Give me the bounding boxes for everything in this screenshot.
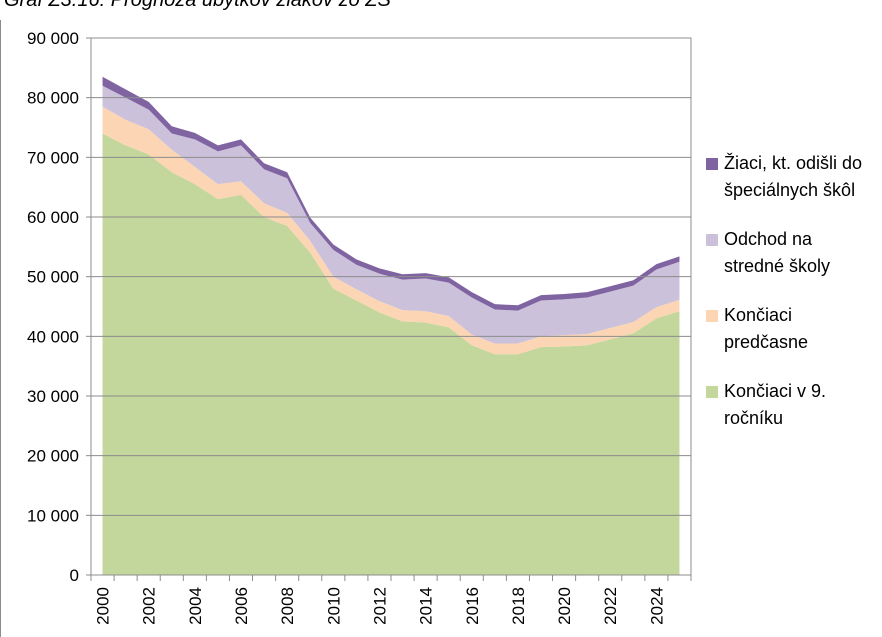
legend: Žiaci, kt. odišli do špeciálnych škôl Odc… xyxy=(706,150,876,454)
x-tick-label: 2008 xyxy=(278,587,297,625)
y-tick-label: 30 000 xyxy=(27,387,79,406)
y-tick-label: 20 000 xyxy=(27,447,79,466)
x-tick-label: 2020 xyxy=(555,587,574,625)
area xyxy=(102,76,680,311)
y-tick-label: 10 000 xyxy=(27,506,79,525)
x-tick-label: 2004 xyxy=(186,587,205,625)
legend-label: Žiaci, kt. odišli do špeciálnych škôl xyxy=(724,153,863,200)
y-tick-label: 60 000 xyxy=(27,208,79,227)
x-tick-label: 2014 xyxy=(417,587,436,625)
y-tick-label: 80 000 xyxy=(27,89,79,108)
chart-title: Graf Z3.16: Prognóza úbytkov žiakov zo Z… xyxy=(4,0,392,11)
x-tick-label: 2012 xyxy=(370,587,389,625)
legend-item: Končiaci predčasne xyxy=(706,302,876,356)
legend-swatch xyxy=(706,310,718,322)
x-tick-label: 2024 xyxy=(647,587,666,625)
legend-label: Odchod na stredné školy xyxy=(724,229,831,276)
x-tick-label: 2006 xyxy=(232,587,251,625)
legend-swatch xyxy=(706,386,718,398)
legend-label: Končiaci predčasne xyxy=(724,305,809,352)
y-tick-label: 70 000 xyxy=(27,148,79,167)
x-tick-label: 2002 xyxy=(140,587,159,625)
x-tick-label: 2016 xyxy=(463,587,482,625)
legend-item: Odchod na stredné školy xyxy=(706,226,876,280)
y-tick-label: 50 000 xyxy=(27,268,79,287)
x-tick-label: 2000 xyxy=(94,587,113,625)
legend-label: Končiaci v 9. ročníku xyxy=(724,381,827,428)
y-tick-label: 90 000 xyxy=(27,29,79,48)
x-tick-label: 2018 xyxy=(509,587,528,625)
y-tick-label: 0 xyxy=(70,566,79,585)
legend-swatch xyxy=(706,234,718,246)
y-tick-label: 40 000 xyxy=(27,327,79,346)
area xyxy=(102,133,680,575)
x-tick-label: 2010 xyxy=(324,587,343,625)
legend-item: Žiaci, kt. odišli do špeciálnych škôl xyxy=(706,150,876,204)
area xyxy=(102,106,680,355)
legend-swatch xyxy=(706,158,718,170)
legend-item: Končiaci v 9. ročníku xyxy=(706,378,876,432)
area xyxy=(102,85,680,344)
x-tick-label: 2022 xyxy=(601,587,620,625)
